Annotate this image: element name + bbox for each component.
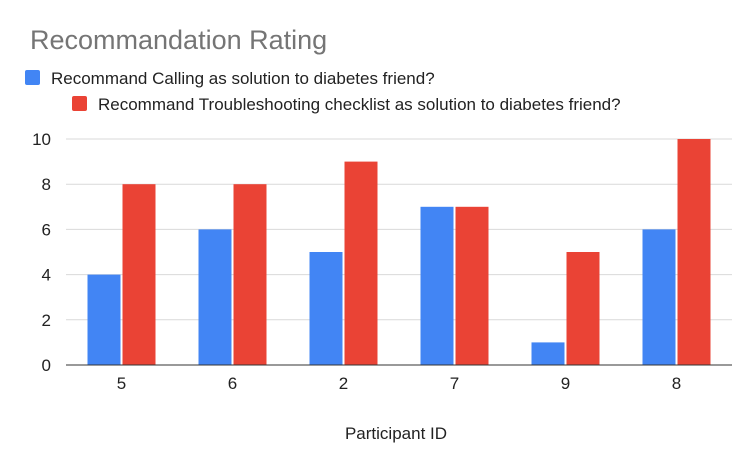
y-axis-ticks: 0 2 4 6 8 10 [32, 130, 51, 375]
legend-label-checklist: Recommand Troubleshooting checklist as s… [98, 95, 621, 114]
legend-label-calling: Recommand Calling as solution to diabete… [51, 69, 435, 88]
legend-swatch-checklist [72, 96, 87, 111]
bars [87, 139, 711, 365]
bar-checklist-7 [455, 206, 489, 365]
y-tick-label: 2 [42, 311, 51, 330]
bar-calling-2 [309, 252, 343, 365]
y-tick-label: 8 [42, 175, 51, 194]
x-tick-label: 6 [228, 374, 237, 393]
chart-title: Recommandation Rating [30, 25, 327, 55]
y-tick-label: 10 [32, 130, 51, 149]
gridlines [66, 138, 732, 321]
y-tick-label: 4 [42, 266, 51, 285]
x-tick-label: 2 [339, 374, 348, 393]
bar-checklist-6 [233, 184, 267, 365]
y-tick-label: 6 [42, 220, 51, 239]
bar-calling-9 [531, 342, 565, 365]
bar-checklist-5 [122, 184, 156, 365]
bar-checklist-9 [566, 252, 600, 365]
bar-calling-7 [420, 206, 454, 365]
bar-checklist-8 [677, 139, 711, 365]
bar-checklist-2 [344, 161, 378, 365]
legend-swatch-calling [25, 70, 40, 85]
x-tick-label: 8 [672, 374, 681, 393]
x-tick-label: 7 [450, 374, 459, 393]
x-axis-ticks: 5 6 2 7 9 8 [117, 374, 681, 393]
legend: Recommand Calling as solution to diabete… [25, 69, 621, 114]
x-tick-label: 5 [117, 374, 126, 393]
bar-calling-5 [87, 274, 121, 365]
x-axis-title: Participant ID [345, 424, 447, 443]
bar-calling-6 [198, 229, 232, 365]
y-tick-label: 0 [42, 356, 51, 375]
bar-calling-8 [642, 229, 676, 365]
x-tick-label: 9 [561, 374, 570, 393]
